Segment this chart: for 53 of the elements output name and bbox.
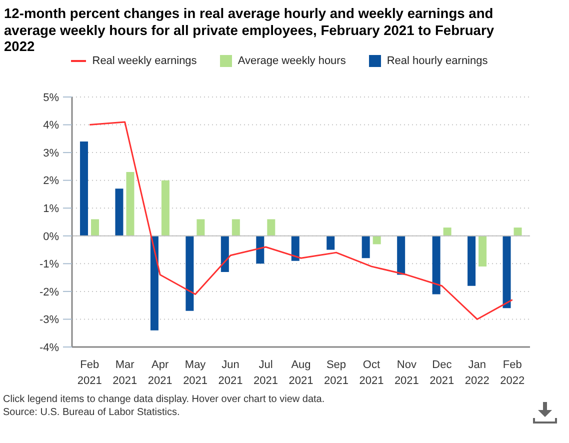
- x-tick-label: Mar 2021: [112, 359, 138, 387]
- y-tick-label: 4%: [43, 120, 60, 132]
- legend-label: Real hourly earnings: [386, 55, 488, 67]
- y-tick-label: 5%: [43, 92, 60, 104]
- x-tick-label: Jun 2021: [218, 359, 243, 387]
- y-tick-label: 0%: [43, 230, 60, 243]
- source-note: Source: U.S. Bureau of Labor Statistics.: [3, 406, 180, 418]
- y-tick-label: -3%: [39, 314, 60, 326]
- bar: [468, 236, 476, 286]
- bar: [91, 219, 99, 236]
- x-tick-label: Jul 2021: [254, 359, 278, 387]
- y-tick-label: -4%: [39, 342, 60, 354]
- legend-label: Average weekly hours: [238, 55, 346, 67]
- x-tick-label: Oct 2021: [359, 359, 384, 387]
- y-tick-label: 1%: [43, 203, 60, 216]
- x-tick-label: Aug 2021: [288, 359, 314, 387]
- y-tick-label: 3%: [43, 147, 60, 160]
- x-tick-label: Sep 2021: [324, 359, 348, 387]
- bar: [432, 236, 440, 294]
- bar: [196, 219, 205, 236]
- bar: [232, 219, 240, 236]
- x-tick-label: May 2021: [183, 359, 208, 387]
- bar: [80, 141, 88, 236]
- bar: [161, 180, 170, 236]
- x-tick-label: Nov 2021: [394, 359, 419, 387]
- x-tick-label: Feb 2021: [77, 359, 102, 387]
- y-tick-label: -2%: [39, 286, 60, 298]
- text: Click legend items to change data display. Hover over chart to view data.: [3, 394, 325, 405]
- bar: [478, 236, 487, 266]
- bar: [186, 236, 194, 311]
- bar: [150, 236, 158, 330]
- x-tick-label: Dec 2021: [430, 359, 454, 387]
- bar: [372, 236, 381, 244]
- bar: [326, 236, 335, 250]
- bar: [397, 236, 406, 275]
- x-tick-label: Apr 2021: [148, 359, 172, 387]
- chart-title: 12-month percent changes in real average hourly and weekly earnings and average weekly hours for all private employees, February 2021 to February 2022: [4, 6, 494, 54]
- y-tick-label: 2%: [43, 175, 60, 188]
- x-tick-label: Jan 2022: [464, 359, 490, 387]
- bar: [115, 188, 124, 236]
- bar: [514, 228, 522, 236]
- bar: [502, 236, 511, 308]
- bar: [126, 172, 134, 236]
- legend-label: Real weekly earnings: [92, 55, 197, 67]
- x-tick-label: Feb 2022: [500, 359, 525, 387]
- bar: [267, 219, 276, 236]
- bar: [256, 236, 264, 264]
- line-series: [88, 121, 514, 320]
- bar: [220, 236, 229, 272]
- bar: [443, 228, 452, 236]
- y-tick-label: -1%: [39, 258, 60, 271]
- bar: [362, 236, 370, 258]
- bar: [291, 236, 300, 261]
